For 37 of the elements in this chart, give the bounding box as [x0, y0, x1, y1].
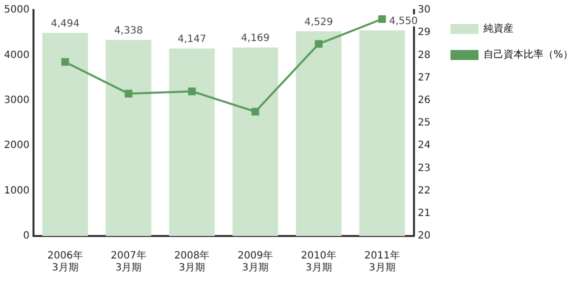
data-label: 4,338 [114, 26, 143, 37]
y-tick-label: 0 [23, 230, 30, 242]
legend-label: 自己資本比率（%） [484, 48, 574, 61]
x-tick-label: 2006年 3月期 [47, 250, 83, 274]
y2-tick-label: 24 [418, 140, 431, 152]
y-tick-label: 4000 [4, 50, 30, 61]
y2-tick-label: 25 [418, 118, 431, 129]
y-tick-label: 1000 [4, 185, 30, 196]
data-label: 4,147 [178, 34, 206, 46]
point [124, 90, 132, 98]
y2-tick-label: 22 [418, 185, 431, 196]
x-tick-label: 2007年 3月期 [110, 250, 146, 274]
y2-tick-label: 30 [418, 4, 431, 16]
y2-tick-label: 21 [418, 208, 431, 219]
y-tick-label: 2000 [4, 140, 30, 152]
point [378, 15, 386, 23]
y-tick-label: 5000 [4, 4, 30, 16]
point [251, 108, 260, 116]
x-tick-label: 2010年 3月期 [300, 250, 336, 274]
data-label: 4,529 [304, 16, 334, 28]
point [61, 58, 69, 66]
data-label: 4,494 [50, 18, 80, 30]
x-tick-label: 2009年 3月期 [238, 250, 274, 274]
y-tick-label: 3000 [4, 94, 30, 106]
data-label: 4,169 [240, 33, 270, 44]
x-tick-label: 2011年 3月期 [364, 250, 400, 274]
y2-tick-label: 27 [418, 72, 431, 84]
y2-tick-label: 23 [418, 162, 431, 174]
legend-label: 純資産 [484, 22, 514, 35]
y2-tick-label: 28 [418, 50, 431, 61]
point [314, 40, 323, 48]
data-label: 4,550 [389, 16, 418, 27]
y2-tick-label: 20 [418, 230, 431, 242]
point [188, 88, 196, 96]
x-tick-label: 2008年 3月期 [174, 250, 210, 274]
y2-tick-label: 26 [418, 94, 431, 106]
y2-tick-label: 29 [418, 27, 431, 38]
